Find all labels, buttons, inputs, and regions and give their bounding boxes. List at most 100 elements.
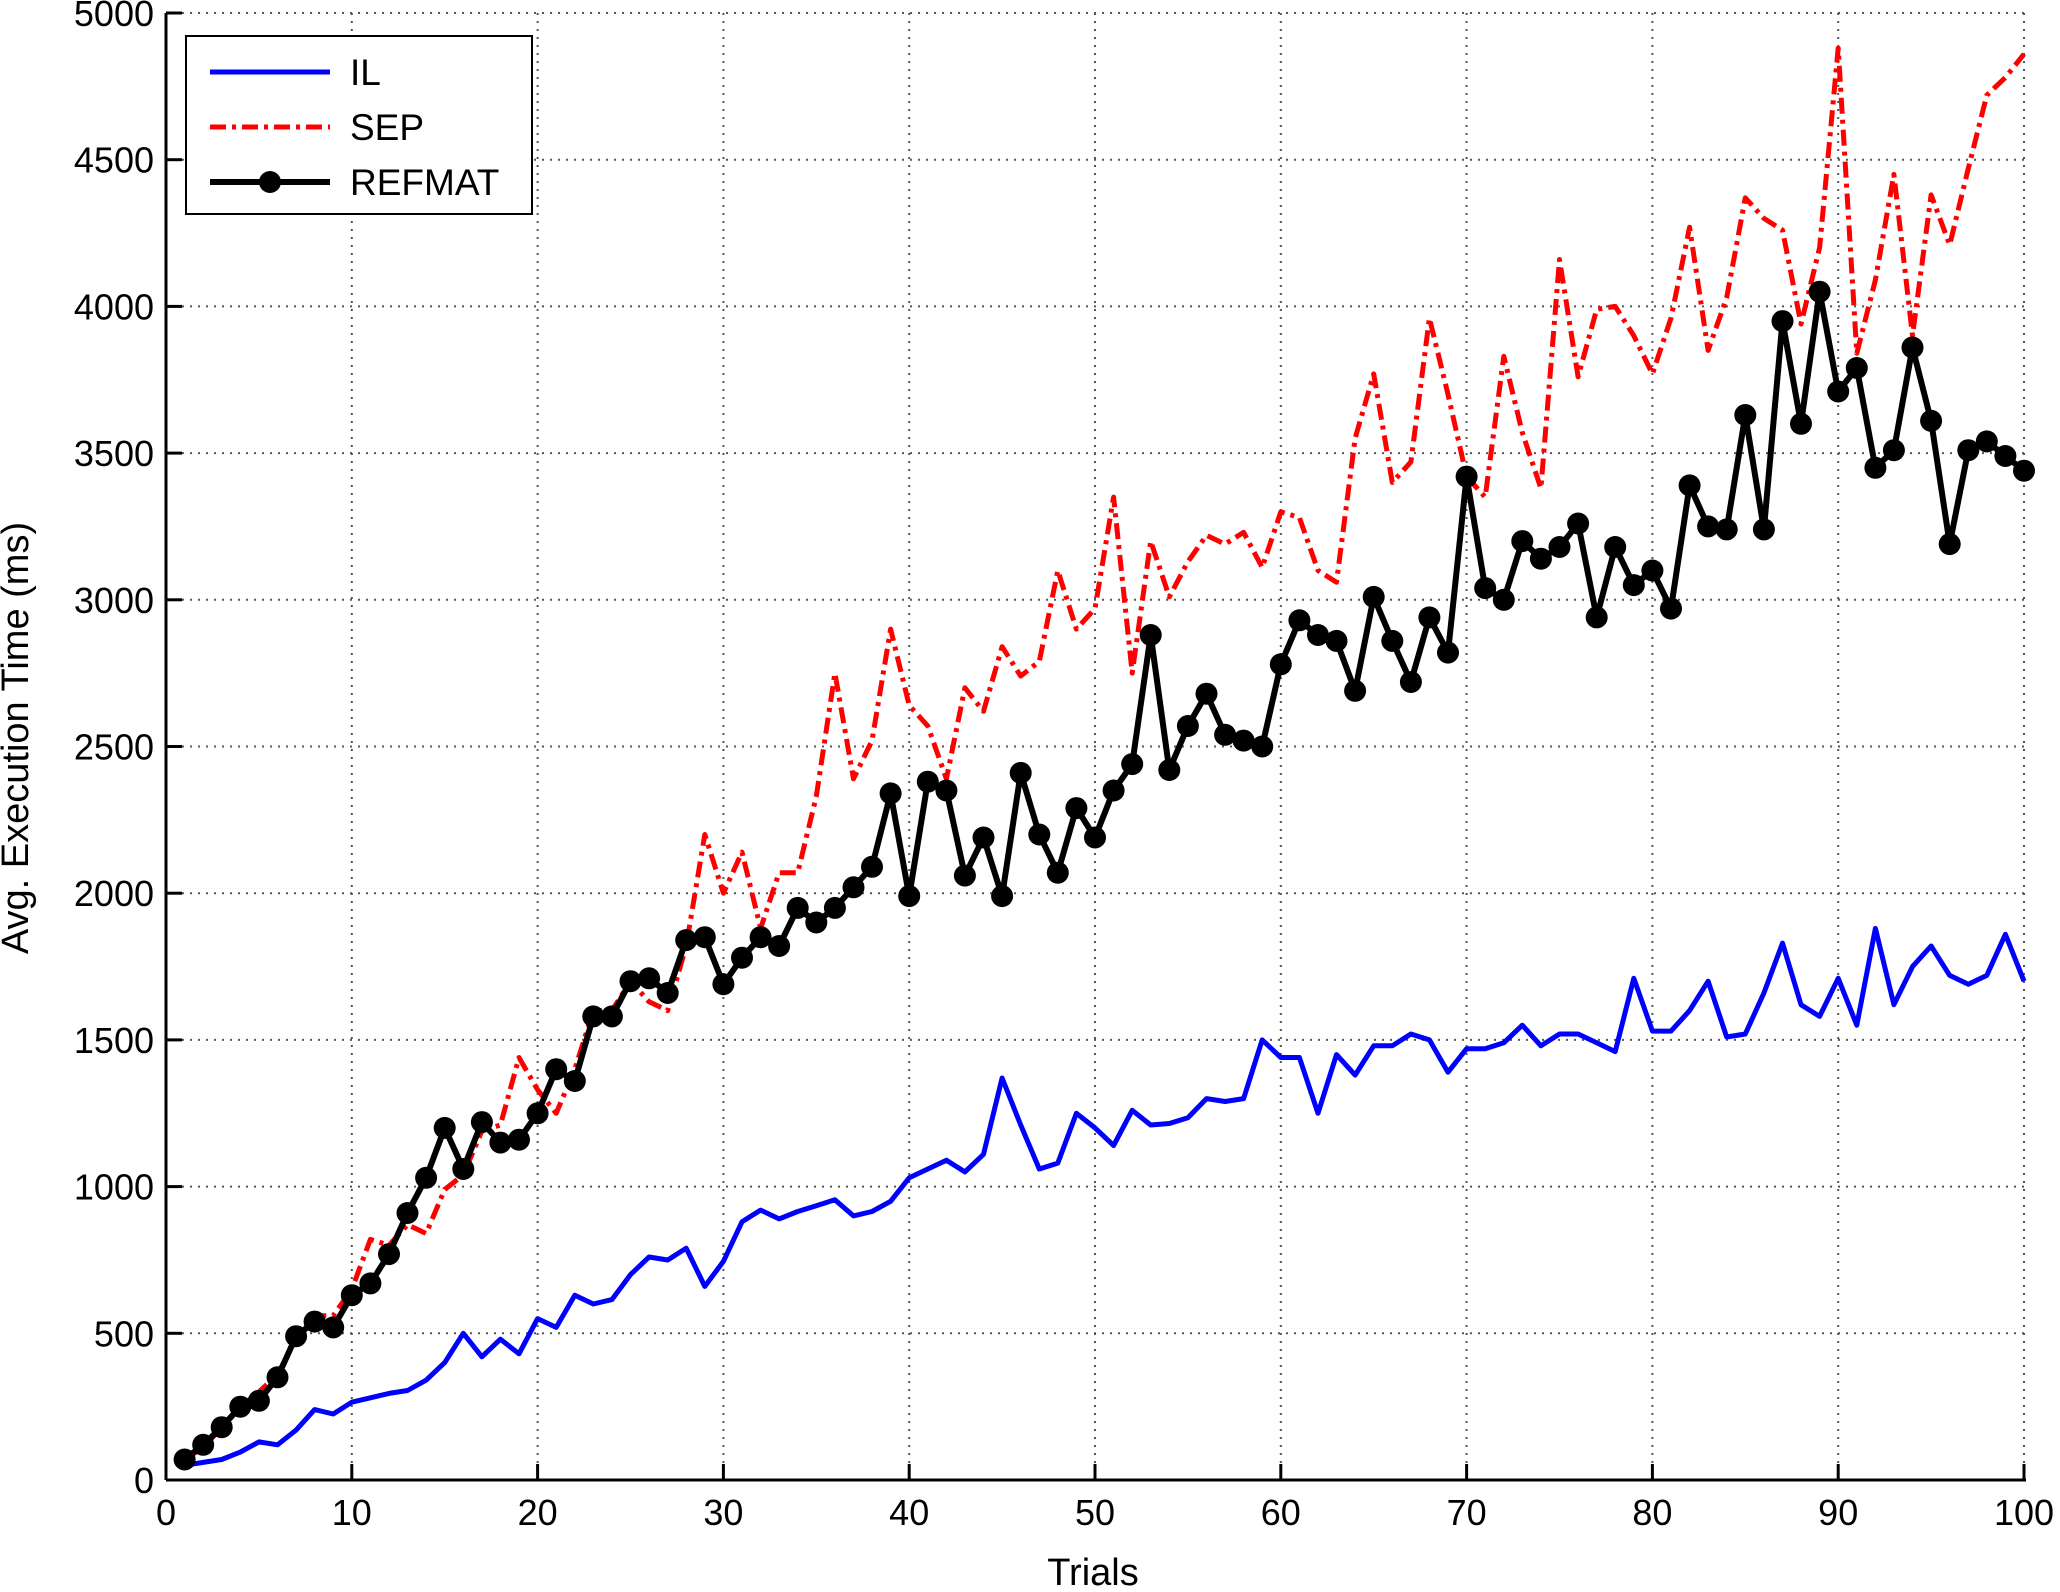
tick-labels: 0 10 20 30 40 50 60 70 80 90 100050010001500200025…: [74, 0, 2054, 1533]
data-point-refmat: [731, 946, 753, 969]
data-point-refmat: [1046, 861, 1069, 884]
series-line-sep: [183, 45, 2026, 1462]
data-point-refmat: [1622, 574, 1645, 597]
x-tick-label: 60: [1261, 1492, 1301, 1533]
data-point-refmat: [1325, 629, 1348, 652]
data-point-refmat: [1492, 588, 1515, 611]
x-tick-label: 40: [889, 1492, 929, 1533]
x-tick-label: 0: [156, 1492, 176, 1533]
data-point-refmat: [805, 911, 828, 934]
legend-entry-il: IL: [210, 52, 381, 93]
data-point-refmat: [2013, 459, 2035, 482]
x-tick-label: 100: [1994, 1492, 2054, 1533]
grid: [166, 12, 2025, 1480]
x-axis-label: Trials: [1047, 1552, 1138, 1592]
y-tick-label: 5000: [74, 0, 154, 34]
data-point-refmat: [563, 1070, 586, 1092]
data-point-refmat: [489, 1131, 512, 1154]
data-point-refmat: [972, 826, 995, 849]
data-point-refmat: [1529, 547, 1552, 570]
data-point-refmat: [1771, 310, 1794, 333]
data-point-refmat: [1957, 439, 1980, 462]
data-point-refmat: [1028, 823, 1051, 846]
data-point-refmat: [768, 935, 791, 957]
legend-entry-sep: SEP: [210, 107, 424, 148]
legend-label-il: IL: [350, 52, 381, 93]
axes: [164, 11, 2026, 1482]
legend-label-refmat: REFMAT: [350, 162, 499, 203]
x-tick-label: 80: [1632, 1492, 1672, 1533]
data-point-refmat: [1009, 761, 1032, 784]
data-point-refmat: [1288, 609, 1311, 632]
data-point-refmat: [359, 1272, 382, 1295]
data-point-refmat: [1660, 597, 1682, 620]
legend-marker-refmat: [259, 171, 281, 193]
x-tick-label: 50: [1075, 1492, 1115, 1533]
data-point-refmat: [898, 885, 921, 908]
y-tick-label: 4500: [74, 140, 154, 181]
data-point-refmat: [1269, 653, 1292, 676]
data-point-refmat: [619, 970, 642, 993]
x-tick-label: 70: [1447, 1492, 1487, 1533]
x-tick-label: 90: [1818, 1492, 1858, 1533]
x-tick-label: 30: [703, 1492, 743, 1533]
data-point-refmat: [1901, 336, 1924, 359]
data-point-refmat: [1381, 629, 1404, 652]
data-point-refmat: [953, 864, 976, 887]
data-point-refmat: [452, 1158, 475, 1180]
y-tick-label: 2500: [74, 727, 154, 768]
data-point-refmat: [1975, 430, 1998, 453]
data-point-refmat: [1827, 380, 1850, 403]
data-point-refmat: [1362, 585, 1385, 608]
data-point-refmat: [1251, 735, 1274, 758]
data-point-refmat: [842, 876, 865, 899]
data-point-refmat: [433, 1116, 456, 1139]
x-tick-label: 10: [332, 1492, 372, 1533]
data-point-refmat: [1604, 536, 1627, 558]
data-point-refmat: [1158, 759, 1181, 781]
data-point-refmat: [1455, 465, 1478, 488]
data-point-refmat: [1548, 536, 1571, 558]
legend: IL SEP REFMAT: [185, 35, 533, 215]
data-point-refmat: [1882, 439, 1905, 462]
data-point-refmat: [1920, 409, 1943, 432]
data-point-refmat: [378, 1243, 400, 1266]
data-point-refmat: [879, 782, 902, 805]
data-point-refmat: [1734, 404, 1757, 426]
data-point-refmat: [1195, 682, 1218, 705]
data-point-refmat: [192, 1433, 215, 1456]
data-point-refmat: [1567, 512, 1590, 535]
data-point-refmat: [675, 929, 698, 952]
data-point-refmat: [600, 1005, 623, 1028]
data-point-refmat: [1176, 715, 1199, 737]
data-point-refmat: [1121, 753, 1144, 776]
data-point-refmat: [1715, 518, 1738, 541]
data-point-refmat: [340, 1284, 363, 1307]
series-refmat: [173, 280, 2035, 1471]
data-point-refmat: [1641, 559, 1664, 582]
y-tick-label: 1000: [74, 1167, 154, 1208]
y-tick-label: 500: [94, 1313, 154, 1354]
data-point-refmat: [749, 926, 772, 949]
data-point-refmat: [470, 1111, 493, 1134]
data-point-refmat: [1399, 671, 1422, 693]
data-point-refmat: [266, 1366, 289, 1389]
data-point-refmat: [1214, 723, 1237, 746]
data-point-refmat: [1752, 518, 1775, 541]
data-point-refmat: [656, 982, 679, 1004]
data-point-refmat: [1065, 797, 1088, 820]
data-point-refmat: [1232, 729, 1255, 752]
data-point-refmat: [1678, 474, 1701, 497]
series-sep: [183, 45, 2026, 1462]
data-point-refmat: [861, 855, 883, 878]
x-tick-label: 20: [518, 1492, 558, 1533]
series-group: [173, 45, 2035, 1471]
legend-entry-refmat: REFMAT: [210, 162, 499, 203]
data-point-refmat: [823, 896, 846, 919]
y-tick-label: 1500: [74, 1020, 154, 1061]
y-tick-label: 0: [134, 1460, 154, 1501]
y-axis-label: Avg. Execution Time (ms): [0, 522, 37, 954]
data-point-refmat: [712, 973, 735, 996]
data-point-refmat: [1084, 826, 1106, 849]
y-tick-label: 3000: [74, 580, 154, 621]
